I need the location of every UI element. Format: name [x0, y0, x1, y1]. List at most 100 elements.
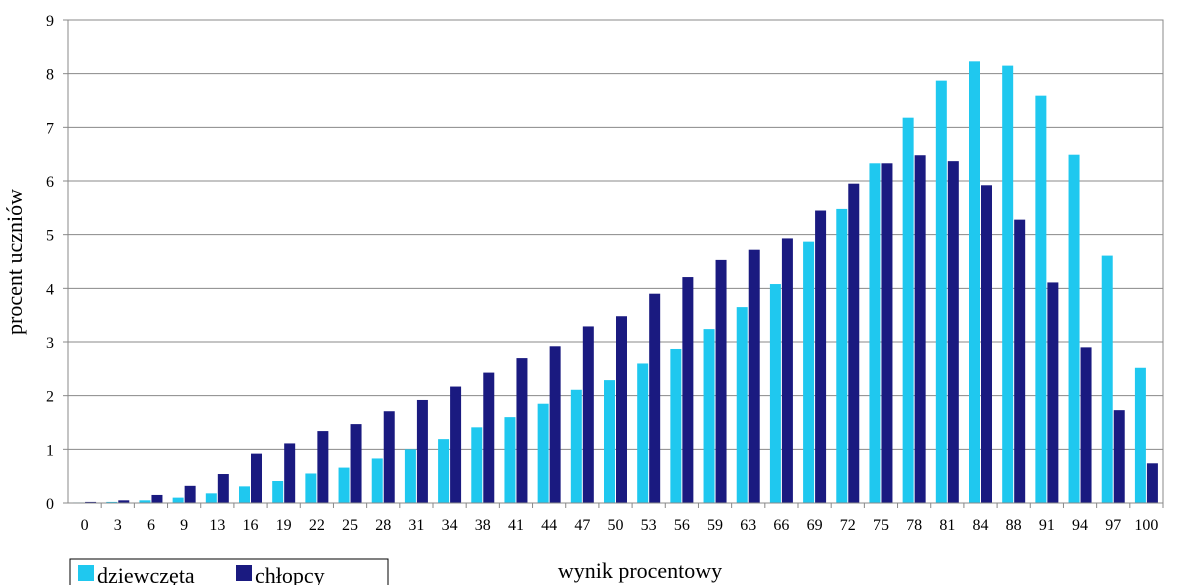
bar-dziewczeta-25 — [338, 467, 350, 503]
x-tick-label: 38 — [475, 517, 491, 534]
x-tick-label: 81 — [939, 517, 955, 534]
bar-dziewczeta-19 — [272, 480, 284, 503]
x-tick-label: 72 — [840, 517, 856, 534]
bar-chlopcy-34 — [450, 386, 462, 503]
bar-dziewczeta-38 — [471, 427, 483, 503]
y-tick-label: 8 — [46, 67, 54, 84]
y-tick-label: 5 — [46, 228, 54, 245]
bar-chlopcy-81 — [947, 161, 959, 504]
x-tick-label: 19 — [276, 517, 292, 534]
bar-chlopcy-41 — [516, 358, 528, 503]
x-tick-label: 31 — [408, 517, 424, 534]
bar-chlopcy-3 — [118, 500, 130, 503]
x-tick-label: 22 — [309, 517, 325, 534]
x-tick-label: 50 — [608, 517, 624, 534]
bar-dziewczeta-78 — [902, 117, 914, 503]
x-tick-label: 3 — [114, 517, 122, 534]
bar-dziewczeta-97 — [1101, 255, 1113, 503]
bar-chlopcy-13 — [217, 474, 229, 503]
bar-dziewczeta-94 — [1068, 154, 1080, 503]
x-tick-label: 97 — [1105, 517, 1121, 534]
x-tick-label: 59 — [707, 517, 723, 534]
bar-chlopcy-22 — [317, 431, 329, 503]
bar-chlopcy-84 — [981, 185, 992, 503]
bar-chlopcy-50 — [616, 316, 627, 503]
bar-chlopcy-47 — [582, 326, 594, 503]
x-tick-label: 28 — [375, 517, 391, 534]
x-axis-title: wynik procentowy — [558, 558, 722, 583]
legend-box — [69, 558, 389, 585]
x-tick-label: 88 — [1006, 517, 1022, 534]
bar-chlopcy-59 — [715, 259, 727, 503]
x-tick-label: 66 — [773, 517, 789, 534]
bar-dziewczeta-44 — [537, 403, 549, 503]
bar-dziewczeta-59 — [703, 329, 715, 503]
bar-dziewczeta-56 — [670, 348, 682, 503]
x-tick-label: 34 — [442, 517, 458, 534]
bar-dziewczeta-41 — [504, 417, 516, 503]
bar-chlopcy-72 — [848, 183, 860, 503]
x-tick-label: 63 — [740, 517, 756, 534]
x-tick-label: 69 — [807, 517, 823, 534]
x-tick-label: 9 — [180, 517, 188, 534]
legend-swatch-dziewczeta — [78, 565, 94, 581]
bar-dziewczeta-9 — [172, 497, 184, 503]
bar-chlopcy-9 — [184, 485, 196, 503]
y-tick-label: 7 — [46, 120, 54, 137]
bar-chlopcy-6 — [151, 494, 163, 503]
bar-chlopcy-56 — [682, 277, 694, 503]
bar-dziewczeta-72 — [836, 208, 848, 503]
bar-dziewczeta-50 — [604, 380, 615, 503]
bar-chlopcy-0 — [85, 501, 97, 503]
bar-chlopcy-28 — [383, 411, 395, 503]
bar-dziewczeta-91 — [1035, 95, 1047, 504]
bar-chlopcy-19 — [284, 443, 296, 503]
bar-dziewczeta-84 — [969, 61, 980, 503]
bar-chlopcy-53 — [649, 293, 661, 503]
bar-dziewczeta-31 — [404, 449, 416, 503]
x-tick-label: 44 — [541, 517, 557, 534]
bar-chlopcy-75 — [881, 163, 893, 504]
bar-chlopcy-38 — [483, 372, 495, 503]
y-tick-label: 6 — [46, 174, 54, 191]
bar-chlopcy-69 — [815, 210, 827, 503]
y-tick-label: 1 — [46, 442, 54, 459]
x-tick-label: 16 — [243, 517, 259, 534]
bar-dziewczeta-69 — [803, 241, 815, 504]
x-tick-label: 53 — [641, 517, 657, 534]
legend-label-dziewczeta: dziewczęta — [97, 563, 195, 585]
y-tick-label: 3 — [46, 335, 54, 352]
x-tick-label: 25 — [342, 517, 358, 534]
bar-dziewczeta-28 — [371, 458, 383, 503]
y-tick-label: 4 — [46, 281, 54, 298]
x-tick-label: 56 — [674, 517, 690, 534]
bars — [73, 61, 1158, 504]
bar-chlopcy-16 — [251, 453, 262, 503]
bar-dziewczeta-53 — [637, 363, 649, 503]
bar-chlopcy-91 — [1047, 282, 1059, 503]
legend: dziewczęta chłopcy — [69, 558, 389, 585]
bar-dziewczeta-13 — [205, 493, 217, 503]
x-tick-label: 100 — [1134, 517, 1158, 534]
y-tick-label: 0 — [46, 496, 54, 513]
bar-chlopcy-63 — [748, 249, 760, 503]
bar-chlopcy-97 — [1113, 410, 1125, 503]
bar-chlopcy-25 — [350, 424, 362, 503]
plot-frame — [67, 19, 1164, 504]
x-tick-label: 78 — [906, 517, 922, 534]
bar-dziewczeta-63 — [736, 307, 748, 503]
x-tick-label: 91 — [1039, 517, 1055, 534]
bar-dziewczeta-16 — [239, 486, 250, 503]
y-tick-label: 2 — [46, 389, 54, 406]
bar-chlopcy-100 — [1146, 463, 1158, 503]
bar-dziewczeta-3 — [106, 501, 118, 503]
x-tick-label: 84 — [973, 517, 989, 534]
x-axis-ticks: 0 3 6 9 13 16 19 22 25 28 31 34 38 41 44 47 50 53 56 59 63 66… — [81, 503, 1164, 534]
bar-dziewczeta-81 — [935, 80, 947, 503]
legend-label-chlopcy: chłopcy — [255, 563, 325, 585]
x-tick-label: 0 — [81, 517, 89, 534]
bar-chlopcy-78 — [914, 155, 926, 504]
bar-dziewczeta-100 — [1134, 367, 1146, 503]
bar-chlopcy-31 — [416, 399, 428, 503]
